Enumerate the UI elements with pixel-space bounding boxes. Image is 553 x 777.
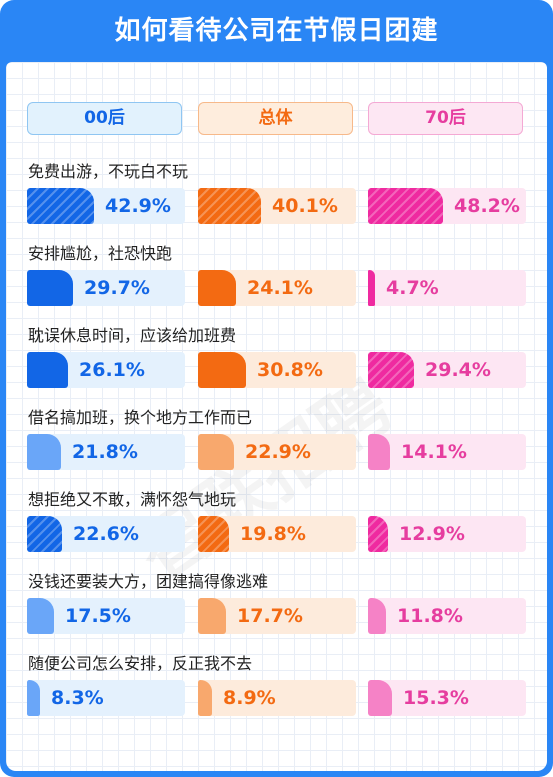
bar-70hou (368, 434, 390, 470)
bar-track: 11.8% (368, 598, 526, 634)
bar-track: 29.7% (27, 270, 185, 306)
bar-track: 21.8% (27, 434, 185, 470)
bar-track: 22.9% (198, 434, 356, 470)
bar-track: 14.1% (368, 434, 526, 470)
bar-track: 4.7% (368, 270, 526, 306)
value-label: 22.6% (73, 523, 139, 545)
bar-00hou (27, 598, 54, 634)
value-label: 40.1% (272, 195, 338, 217)
category-label: 免费出游，不玩白不玩 (28, 162, 189, 181)
bar-track: 19.8% (198, 516, 356, 552)
category-label: 耽误休息时间，应该给加班费 (28, 326, 237, 345)
bar-track: 26.1% (27, 352, 185, 388)
category-label: 没钱还要装大方，团建搞得像逃难 (28, 572, 269, 591)
bar-00hou (27, 516, 62, 552)
value-label: 22.9% (245, 441, 311, 463)
legend-zongti: 总体 (198, 102, 353, 135)
bar-track: 48.2% (368, 188, 526, 224)
bar-track: 29.4% (368, 352, 526, 388)
value-label: 26.1% (79, 359, 145, 381)
bar-00hou (27, 188, 94, 224)
value-label: 21.8% (72, 441, 138, 463)
bar-track: 15.3% (368, 680, 526, 716)
bar-track: 8.9% (198, 680, 356, 716)
value-label: 14.1% (401, 441, 467, 463)
value-label: 8.9% (223, 687, 276, 709)
bar-70hou (368, 680, 392, 716)
bar-00hou (27, 352, 68, 388)
bar-70hou (368, 352, 414, 388)
bar-track: 42.9% (27, 188, 185, 224)
bar-70hou (368, 270, 375, 306)
value-label: 11.8% (397, 605, 463, 627)
category-label: 借名搞加班，换个地方工作而已 (28, 408, 253, 427)
value-label: 12.9% (399, 523, 465, 545)
bar-00hou (27, 680, 40, 716)
value-label: 29.4% (425, 359, 491, 381)
value-label: 19.8% (240, 523, 306, 545)
bar-zongti (198, 270, 236, 306)
scalloped-edge (6, 62, 547, 71)
category-label: 想拒绝又不敢，满怀怨气地玩 (28, 490, 237, 509)
value-label: 48.2% (454, 195, 520, 217)
value-label: 15.3% (403, 687, 469, 709)
value-label: 24.1% (247, 277, 313, 299)
bar-zongti (198, 434, 234, 470)
bar-track: 17.7% (198, 598, 356, 634)
bar-zongti (198, 598, 226, 634)
value-label: 17.7% (237, 605, 303, 627)
bar-track: 17.5% (27, 598, 185, 634)
bar-00hou (27, 434, 61, 470)
value-label: 42.9% (105, 195, 171, 217)
bar-zongti (198, 188, 261, 224)
bar-zongti (198, 680, 212, 716)
value-label: 8.3% (51, 687, 104, 709)
value-label: 4.7% (386, 277, 439, 299)
bar-zongti (198, 516, 229, 552)
bar-track: 30.8% (198, 352, 356, 388)
category-label: 安排尴尬，社恐快跑 (28, 244, 173, 263)
bar-00hou (27, 270, 73, 306)
value-label: 29.7% (84, 277, 150, 299)
bar-70hou (368, 516, 388, 552)
page-title: 如何看待公司在节假日团建 (114, 16, 439, 46)
bar-track: 12.9% (368, 516, 526, 552)
bar-track: 8.3% (27, 680, 185, 716)
bar-track: 24.1% (198, 270, 356, 306)
bar-zongti (198, 352, 246, 388)
value-label: 30.8% (257, 359, 323, 381)
category-label: 随便公司怎么安排，反正我不去 (28, 654, 253, 673)
value-label: 17.5% (65, 605, 131, 627)
legend-70hou: 70后 (368, 102, 523, 135)
bar-track: 40.1% (198, 188, 356, 224)
bar-track: 22.6% (27, 516, 185, 552)
legend-00hou: 00后 (27, 102, 182, 135)
bar-70hou (368, 598, 386, 634)
bar-70hou (368, 188, 443, 224)
